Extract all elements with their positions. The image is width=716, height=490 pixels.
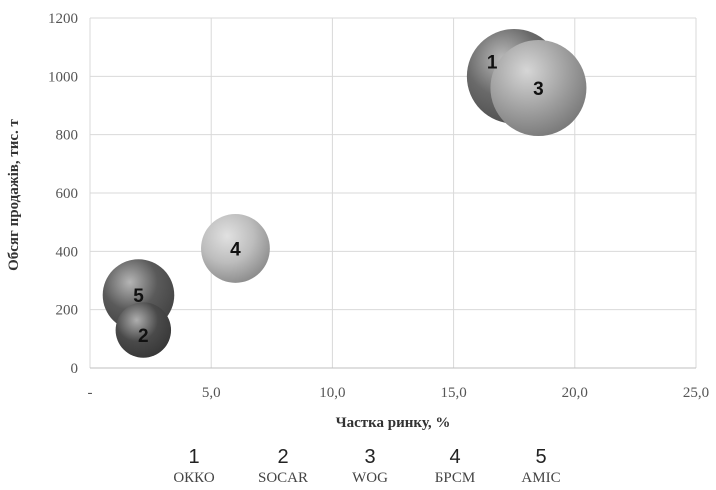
y-tick-label: 0 — [71, 361, 79, 377]
y-axis-title: Обсяг продажів, тис. т — [6, 118, 22, 270]
legend-name-2: SOCAR — [258, 470, 308, 486]
x-tick-label: 15,0 — [440, 385, 466, 401]
bubbles: 1 3 5 4 2 — [102, 29, 587, 358]
gridlines — [89, 17, 697, 369]
legend-name-1: ОККО — [173, 470, 214, 486]
legend-number-2: 2 — [277, 446, 288, 468]
legend: 1 ОККО 2 SOCAR 3 WOG 4 БРСМ 5 AMIC — [173, 446, 560, 486]
x-axis-title: Частка ринку, % — [336, 415, 451, 431]
x-tick-label: - — [88, 385, 93, 401]
bubble-label-4: 4 — [230, 239, 241, 260]
legend-name-4: БРСМ — [435, 470, 475, 486]
y-tick-label: 200 — [56, 303, 79, 319]
y-tick-label: 600 — [56, 186, 79, 202]
y-tick-label: 1000 — [48, 69, 78, 85]
x-tick-label: 5,0 — [202, 385, 221, 401]
legend-name-3: WOG — [352, 470, 388, 486]
x-tick-label: 25,0 — [683, 385, 709, 401]
bubble-4 — [201, 214, 270, 283]
bubble-label-2: 2 — [138, 326, 149, 347]
tick-labels: - 5,0 10,0 15,0 20,0 25,0 0 200 400 600 800 1000 120… — [48, 11, 709, 401]
legend-name-5: AMIC — [521, 470, 560, 486]
legend-number-4: 4 — [449, 446, 460, 468]
y-tick-label: 400 — [56, 244, 79, 260]
legend-number-3: 3 — [364, 446, 375, 468]
legend-number-1: 1 — [188, 446, 199, 468]
y-tick-label: 1200 — [48, 11, 78, 27]
bubble-2 — [115, 302, 172, 358]
bubble-label-5: 5 — [133, 286, 144, 307]
bubble-label-1: 1 — [487, 52, 498, 73]
x-tick-label: 20,0 — [562, 385, 588, 401]
x-tick-label: 10,0 — [319, 385, 345, 401]
y-tick-label: 800 — [56, 128, 79, 144]
bubble-3 — [490, 40, 587, 136]
legend-number-5: 5 — [535, 446, 546, 468]
bubble-label-3: 3 — [533, 79, 544, 100]
